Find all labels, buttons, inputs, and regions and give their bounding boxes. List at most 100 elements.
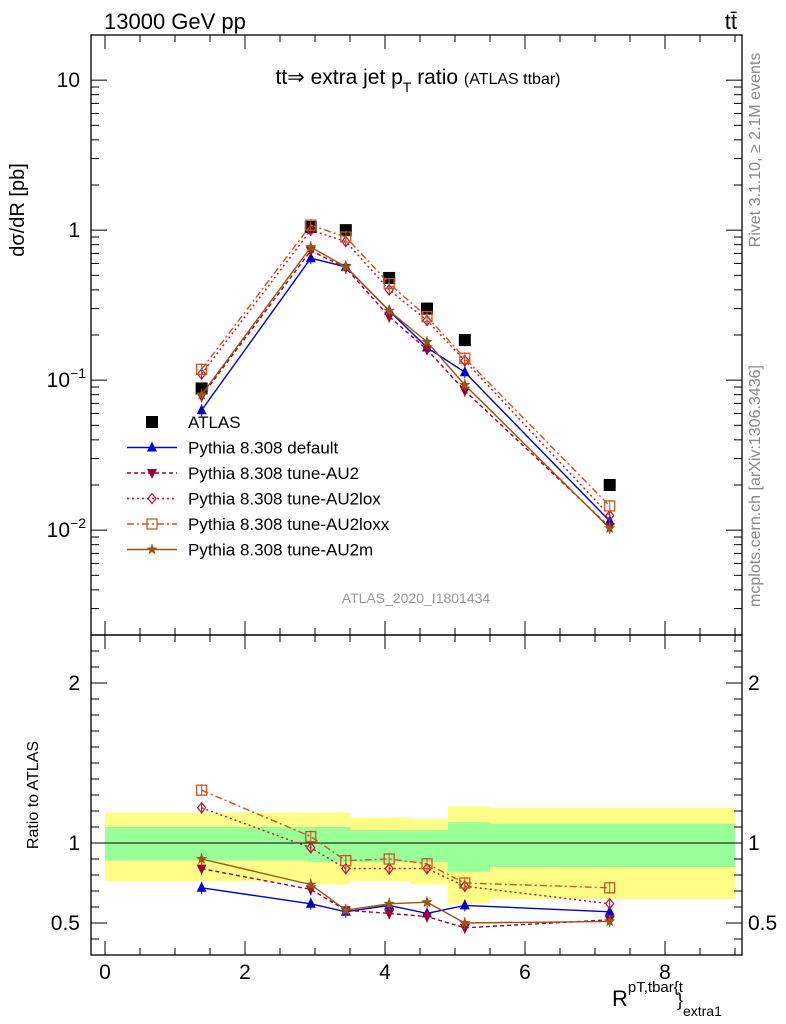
- data-point: [305, 897, 316, 908]
- x-tick-label: 8: [659, 961, 671, 984]
- data-point: [305, 219, 317, 231]
- data-point: [604, 522, 616, 534]
- data-point: [421, 896, 433, 908]
- ratio-ylabel: Ratio to ATLAS: [25, 741, 42, 849]
- data-point: [195, 388, 208, 400]
- data-point: [383, 853, 395, 865]
- data-point: [604, 905, 615, 916]
- band-green: [490, 823, 735, 867]
- main-ylabel: dσ/dR [pb]: [7, 163, 29, 257]
- data-point: [459, 877, 471, 889]
- data-point: [383, 897, 395, 909]
- ratio-panel: 0 2 4 6 8 0.5 0.5 1 1 2 2: [51, 621, 777, 984]
- data-point: [384, 312, 395, 323]
- data-point: [460, 354, 470, 367]
- legend-marker: [147, 441, 157, 452]
- data-point: [459, 386, 470, 397]
- main-title: tt⇒ extra jet pT ratio (ATLAS ttbar): [275, 66, 560, 95]
- data-point: [421, 858, 433, 870]
- y-tick-label: 1: [68, 219, 80, 242]
- band-green: [105, 827, 308, 861]
- data-point: [421, 335, 433, 347]
- data-point: [604, 500, 616, 512]
- data-point: [340, 260, 352, 272]
- data-point: [459, 366, 470, 377]
- legend-marker: [146, 518, 158, 530]
- legend-marker: [147, 469, 157, 479]
- watermark: ATLAS_2020_I1801434: [342, 590, 491, 606]
- data-point: [384, 909, 395, 920]
- legend-entry: Pythia 8.308 tune-AU2loxx: [188, 515, 390, 534]
- x-tick-label: 4: [379, 961, 391, 984]
- y-tick-label-right: 1: [748, 832, 760, 855]
- data-point: [422, 345, 432, 356]
- data-point: [340, 854, 352, 867]
- data-point: [458, 334, 471, 347]
- data-point: [459, 378, 471, 390]
- data-point: [305, 830, 317, 843]
- data-point: [384, 862, 394, 875]
- data-point: [604, 509, 615, 522]
- y-tick-label: 2: [68, 672, 80, 695]
- data-point: [459, 917, 471, 928]
- x-tick-label: 6: [519, 961, 531, 984]
- data-point: [341, 862, 351, 875]
- legend-marker: [147, 492, 157, 505]
- data-point: [196, 881, 207, 892]
- data-point: [422, 862, 432, 875]
- data-point: [460, 880, 470, 893]
- header-right: tt̄: [725, 9, 737, 34]
- y-tick-label: 10−2: [47, 515, 87, 542]
- legend-entry: Pythia 8.308 tune-AU2: [188, 464, 359, 483]
- band-green: [350, 830, 410, 863]
- data-point: [339, 224, 352, 237]
- data-point: [604, 897, 615, 910]
- data-point: [604, 882, 616, 894]
- legend-marker: [146, 543, 158, 555]
- data-point: [383, 277, 395, 290]
- data-point: [604, 915, 616, 927]
- data-point: [305, 252, 316, 263]
- rivet-label: Rivet 3.1.10, ≥ 2.1M events: [747, 53, 764, 248]
- band-green: [409, 830, 448, 863]
- data-point: [459, 352, 471, 364]
- main-panel: 10 1 10−1 10−2: [47, 34, 743, 636]
- y-tick-label-right: 2: [748, 672, 760, 695]
- y-tick-label: 10−1: [47, 365, 87, 392]
- y-tick-label: 1: [68, 832, 80, 855]
- data-point: [459, 899, 470, 910]
- data-point: [340, 904, 352, 916]
- legend-entry: Pythia 8.308 tune-AU2lox: [188, 490, 381, 509]
- mcplots-label: mcplots.cern.ch [arXiv:1306.3436]: [747, 365, 764, 607]
- legend-entry: Pythia 8.308 default: [188, 439, 339, 458]
- data-point: [305, 878, 317, 890]
- data-point: [196, 864, 207, 875]
- data-point: [196, 801, 207, 814]
- data-point: [421, 311, 433, 323]
- legend: ATLAS Pythia 8.308 default Pythia 8.308 tu…: [127, 413, 390, 560]
- band-green: [308, 827, 350, 863]
- x-tick-label: 2: [239, 961, 251, 984]
- legend-entry: Pythia 8.308 tune-AU2m: [188, 541, 373, 560]
- xlabel: RpT,tbar{t}extra1: [612, 979, 722, 1019]
- data-point: [603, 479, 616, 491]
- x-tick-label: 0: [99, 961, 111, 984]
- data-point: [340, 231, 352, 243]
- data-point: [422, 912, 432, 923]
- band-green: [448, 822, 490, 872]
- data-point: [305, 241, 317, 252]
- series-line-2: [201, 249, 611, 528]
- data-point: [195, 363, 208, 376]
- y-tick-label: 0.5: [51, 912, 80, 935]
- legend-marker: [146, 416, 158, 428]
- data-point: [196, 404, 207, 415]
- data-point: [195, 784, 208, 796]
- header-left: 13000 GeV pp: [104, 9, 246, 34]
- data-point: [195, 853, 208, 864]
- legend-entry: ATLAS: [188, 413, 241, 432]
- y-tick-label-right: 0.5: [748, 912, 777, 935]
- data-point: [196, 367, 207, 380]
- data-point: [383, 304, 395, 316]
- ratio-frame: [90, 634, 743, 956]
